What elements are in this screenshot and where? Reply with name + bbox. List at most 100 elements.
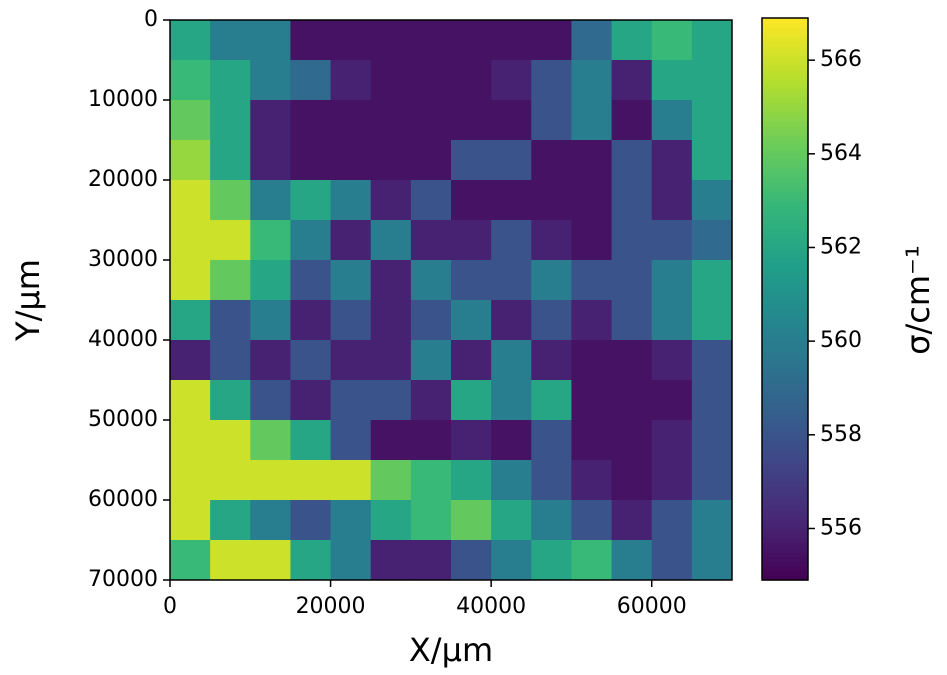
heatmap-cell [210,260,251,301]
colorbar-strip [762,355,808,361]
heatmap-cell [370,60,412,101]
colorbar-strip [762,383,808,389]
heatmap-cell [290,340,332,381]
heatmap-cell [531,460,572,501]
colorbar-strip [762,247,808,253]
heatmap-cell [170,380,211,421]
colorbar-strip [762,327,808,333]
colorbar-strip [762,476,808,483]
colorbar-strip [762,336,808,342]
heatmap-cell [210,500,251,541]
heatmap-cell [691,260,733,301]
heatmap-cell [250,500,291,541]
heatmap-cell [170,540,211,581]
y-tick-label: 40000 [88,327,158,352]
heatmap-cell [531,540,572,581]
colorbar-strip [762,139,808,146]
heatmap-cell [370,500,412,541]
heatmap-cell [170,180,211,221]
colorbar-strip [762,144,808,150]
heatmap-cell [691,460,733,501]
heatmap-cell [370,460,412,501]
heatmap-cell [330,60,372,101]
colorbar-strip [762,528,808,534]
heatmap-cell [611,540,653,581]
heatmap-cell [250,380,291,421]
heatmap-cell [451,220,492,261]
y-tick-label: 20000 [88,167,158,192]
heatmap-cell [170,260,211,301]
colorbar-strip [762,210,808,216]
colorbar-strip [762,191,808,197]
y-tick-label: 50000 [88,407,158,432]
colorbar-strip [762,397,808,403]
heatmap-cell [451,500,492,541]
heatmap-cell [451,20,492,61]
colorbar-strip [762,219,808,225]
colorbar-strip [762,509,808,516]
colorbar-strip [762,238,808,244]
heatmap-cell [330,500,372,541]
heatmap-cell [330,260,372,301]
x-tick-label: 0 [163,594,177,619]
heatmap-cell [330,300,372,341]
colorbar-strip [762,163,808,169]
heatmap-cell [250,100,291,141]
colorbar-strip [762,195,808,202]
colorbar-strip [762,224,808,230]
colorbar-strip [762,88,808,94]
colorbar-strip [762,313,808,319]
heatmap-cell [491,420,532,461]
colorbar-strip [762,317,808,324]
y-tick-label: 30000 [88,247,158,272]
heatmap-cell [571,140,613,181]
heatmap-cell [651,460,693,501]
heatmap-cell [611,60,653,101]
heatmap-cell [451,60,492,101]
heatmap-cell [691,300,733,341]
colorbar-strip [762,387,808,394]
heatmap-cell [491,500,532,541]
colorbar-strip [762,32,808,38]
colorbar-strip [762,481,808,487]
heatmap-cell [691,20,733,61]
colorbar-strip [762,116,808,122]
colorbar-strip [762,102,808,108]
colorbar-strip [762,78,808,85]
heatmap-cell [370,420,412,461]
heatmap-cell [611,220,653,261]
heatmap-cell [210,540,251,581]
heatmap-cell [290,220,332,261]
heatmap-cell [531,340,572,381]
heatmap-cell [491,180,532,221]
heatmap-cell [451,380,492,421]
heatmap-cell [170,300,211,341]
heatmap-cell [651,60,693,101]
colorbar-strip [762,233,808,239]
heatmap-cell [651,100,693,141]
heatmap-cell [451,260,492,301]
colorbar-strip [762,444,808,450]
heatmap-cell [250,140,291,181]
heatmap-cell [370,180,412,221]
heatmap-cell [611,20,653,61]
heatmap-cell [651,380,693,421]
colorbar-strip [762,266,808,272]
colorbar-strip [762,46,808,52]
colorbar-strip [762,50,808,57]
heatmap-cell [531,300,572,341]
heatmap-cell [571,340,613,381]
colorbar-strip [762,537,808,544]
colorbar-strip [762,153,808,160]
x-axis-label: X/µm [409,631,493,669]
colorbar-strip [762,200,808,206]
heatmap-cell [651,140,693,181]
colorbar-strip [762,125,808,131]
heatmap-cell [691,180,733,221]
heatmap-cell [250,540,291,581]
heatmap-cell [651,220,693,261]
heatmap-cell [651,420,693,461]
heatmap-cell [250,20,291,61]
heatmap-cell [290,460,332,501]
heatmap-cell [451,100,492,141]
